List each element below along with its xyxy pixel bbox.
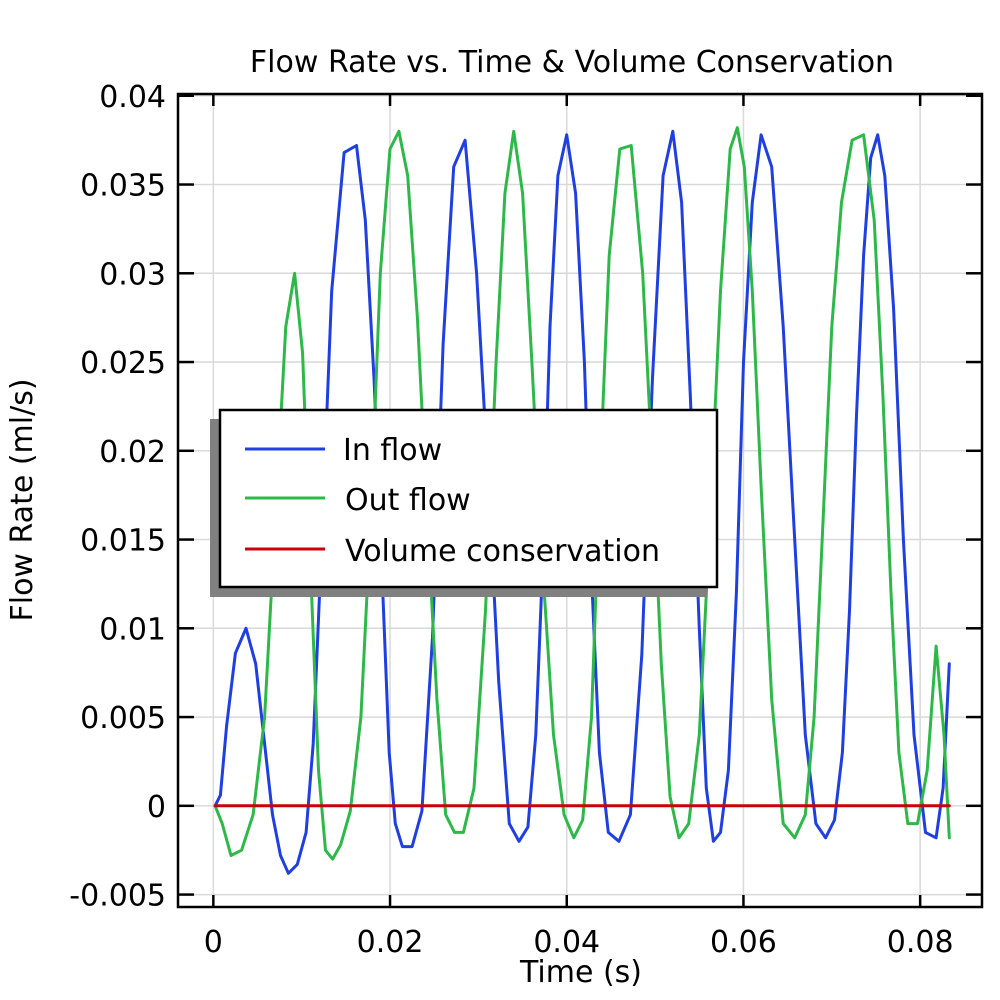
x-tick-labels: 0 0.02 0.04 0.06 0.08 bbox=[204, 925, 954, 960]
y-axis-label: Flow Rate (ml/s) bbox=[5, 378, 40, 621]
axis-ticks bbox=[178, 94, 982, 907]
y-tick-labels: -0.005 0 0.005 0.01 0.015 0.02 0.025 0.03 0.035 0… bbox=[69, 80, 166, 914]
x-tick-label: 0.04 bbox=[533, 925, 600, 960]
legend-label-out-flow: Out flow bbox=[345, 483, 471, 518]
x-tick-label: 0.08 bbox=[887, 925, 954, 960]
y-tick-label: 0.04 bbox=[99, 80, 166, 115]
legend-label-volume-conservation: Volume conservation bbox=[345, 534, 660, 569]
y-tick-label: -0.005 bbox=[69, 879, 166, 914]
y-tick-label: 0 bbox=[147, 790, 166, 825]
y-tick-label: 0.005 bbox=[80, 701, 166, 736]
x-axis-label: Time (s) bbox=[519, 955, 642, 990]
x-tick-label: 0 bbox=[204, 925, 223, 960]
plot-series bbox=[213, 126, 951, 875]
x-tick-label: 0.02 bbox=[357, 925, 424, 960]
chart-title: Flow Rate vs. Time & Volume Conservation bbox=[250, 45, 894, 80]
y-tick-label: 0.01 bbox=[99, 612, 166, 647]
legend: In flow Out flow Volume conservation bbox=[210, 408, 719, 597]
y-tick-label: 0.02 bbox=[99, 435, 166, 470]
plot-frame bbox=[176, 92, 984, 909]
y-tick-label: 0.015 bbox=[80, 524, 166, 559]
series-line-out-flow bbox=[213, 126, 951, 861]
series-line-in-flow bbox=[213, 129, 951, 875]
y-tick-label: 0.025 bbox=[80, 346, 166, 381]
y-tick-label: 0.035 bbox=[80, 169, 166, 204]
legend-label-in-flow: In flow bbox=[343, 433, 442, 468]
y-tick-label: 0.03 bbox=[99, 257, 166, 292]
x-tick-label: 0.06 bbox=[710, 925, 777, 960]
